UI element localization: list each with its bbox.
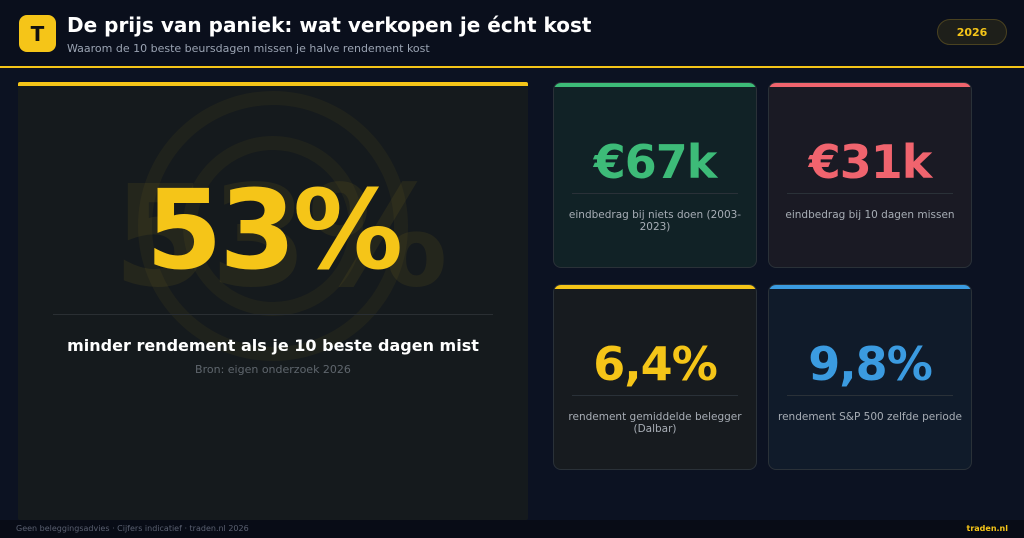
card-value: 9,8%	[808, 337, 933, 391]
main-source: Bron: eigen onderzoek 2026	[195, 363, 351, 376]
card-accent	[554, 83, 756, 87]
card-label: eindbedrag bij 10 dagen missen	[785, 209, 955, 221]
year-badge: 2026	[937, 19, 1007, 45]
watermark: 53%	[113, 156, 449, 319]
main-value: 53%	[145, 166, 403, 294]
separator	[53, 314, 493, 315]
card-label: eindbedrag bij niets doen (2003-2023)	[568, 209, 742, 233]
footer-note: Geen beleggingsadvies · Cijfers indicati…	[16, 524, 249, 533]
card-label: rendement S&P 500 zelfde periode	[778, 411, 962, 423]
main-card: 53% 53% minder rendement als je 10 beste…	[18, 82, 528, 520]
separator	[572, 395, 738, 396]
card-value: €67k	[593, 135, 718, 189]
stat-card: €67k eindbedrag bij niets doen (2003-202…	[553, 82, 757, 268]
separator	[787, 193, 953, 194]
footer: Geen beleggingsadvies · Cijfers indicati…	[0, 520, 1024, 538]
stat-card: 6,4% rendement gemiddelde belegger (Dalb…	[553, 284, 757, 470]
separator	[787, 395, 953, 396]
separator	[572, 193, 738, 194]
subtitle: Waarom de 10 beste beursdagen missen je …	[67, 42, 430, 55]
card-accent	[769, 285, 971, 289]
header: T De prijs van paniek: wat verkopen je é…	[0, 0, 1024, 68]
logo: T	[19, 15, 56, 52]
card-accent	[769, 83, 971, 87]
card-accent	[554, 285, 756, 289]
stat-card: €31k eindbedrag bij 10 dagen missen	[768, 82, 972, 268]
title: De prijs van paniek: wat verkopen je éch…	[67, 13, 592, 37]
card-value: 6,4%	[593, 337, 718, 391]
main-label: minder rendement als je 10 beste dagen m…	[67, 336, 479, 355]
stat-card: 9,8% rendement S&P 500 zelfde periode	[768, 284, 972, 470]
card-label: rendement gemiddelde belegger (Dalbar)	[568, 411, 742, 435]
card-value: €31k	[808, 135, 933, 189]
footer-brand: traden.nl	[966, 524, 1009, 533]
